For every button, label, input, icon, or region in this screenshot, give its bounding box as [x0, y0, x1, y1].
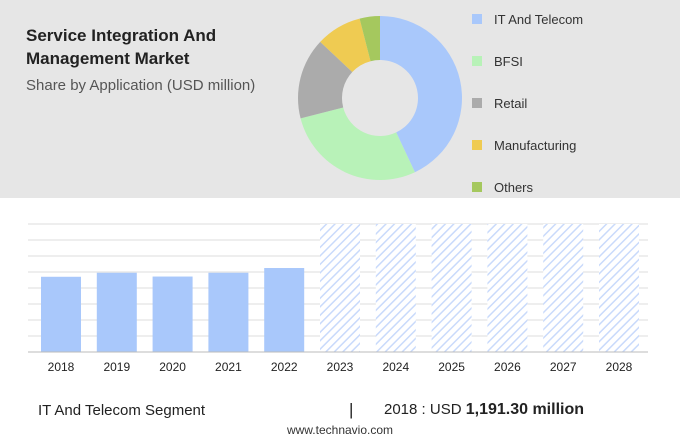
bar-2018 [41, 276, 81, 352]
chart-title: Service Integration And Management Marke… [26, 26, 217, 68]
footer-separator: | [349, 400, 354, 419]
x-tick-label: 2022 [271, 360, 298, 374]
legend-item-bfsi: BFSI [472, 52, 523, 70]
legend-label: Others [494, 179, 534, 195]
donut-chart [298, 16, 462, 180]
legend-swatch [472, 56, 482, 66]
forecast-bar-2024 [375, 224, 416, 352]
forecast-bar-2027 [543, 224, 584, 352]
x-tick-label: 2021 [215, 360, 242, 374]
segment-label: IT And Telecom Segment [38, 402, 206, 419]
legend-item-manufacturing: Manufacturing [472, 136, 576, 154]
legend-swatch [472, 140, 482, 150]
x-tick-label: 2018 [48, 360, 75, 374]
bar-2020 [152, 276, 193, 352]
x-tick-label: 2023 [327, 360, 354, 374]
chart-subtitle: Share by Application (USD million) [26, 77, 256, 94]
segment-value: 1,191.30 million [465, 401, 584, 418]
legend-swatch [472, 14, 482, 24]
legend-label: BFSI [494, 53, 523, 69]
x-tick-label: 2020 [159, 360, 186, 374]
forecast-bar-2028 [599, 224, 639, 352]
donut-slice-others [359, 16, 380, 62]
legend-swatch [472, 182, 482, 192]
legend-label: IT And Telecom [494, 11, 584, 27]
legend-item-it-and-telecom: IT And Telecom [472, 10, 583, 28]
donut-slice-bfsi [300, 107, 415, 180]
x-tick-label: 2019 [103, 360, 130, 374]
source-link[interactable]: www.technavio.com [286, 423, 394, 437]
x-tick-label: 2024 [382, 360, 409, 374]
donut-legend: IT And Telecom BFSI Retail Manufacturing Oth… [472, 10, 672, 200]
segment-year-label: 2018 : USD [384, 401, 462, 418]
segment-value-readout: 2018 : USD 1,191.30 million [384, 401, 584, 419]
forecast-bar-2025 [431, 224, 472, 352]
x-tick-label: 2025 [438, 360, 465, 374]
forecast-bar-2026 [487, 224, 528, 352]
donut-slice-manufacturing [320, 18, 371, 72]
forecast-bar-2023 [320, 224, 360, 352]
bar-2022 [264, 268, 305, 352]
legend-label: Retail [494, 95, 528, 111]
donut-slice-retail [298, 41, 353, 119]
x-tick-label: 2026 [494, 360, 521, 374]
legend-item-retail: Retail [472, 94, 527, 112]
bar-2021 [208, 272, 249, 352]
bar-chart: 2018 2019 2020 2021 2022 2023 2024 2025 2026 2027… [28, 223, 648, 374]
x-tick-label: 2027 [550, 360, 577, 374]
x-tick-label: 2028 [606, 360, 633, 374]
bar-2019 [96, 272, 137, 352]
donut-slice-it-and-telecom [380, 16, 462, 173]
legend-label: Manufacturing [494, 137, 577, 153]
legend-swatch [472, 98, 482, 108]
legend-item-others: Others [472, 178, 533, 196]
